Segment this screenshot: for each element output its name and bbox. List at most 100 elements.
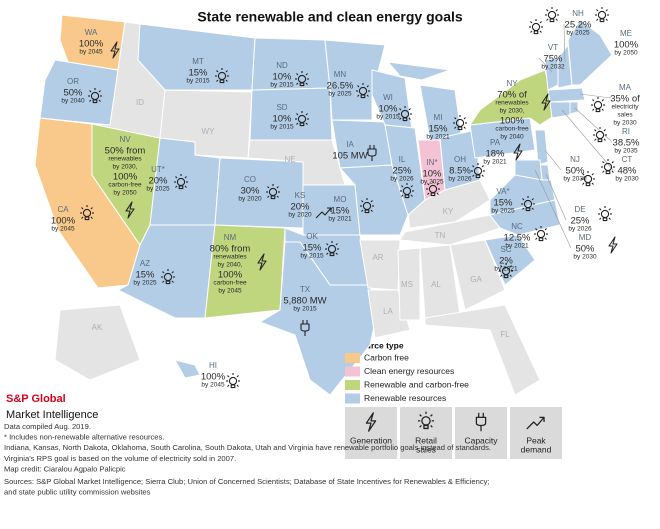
bulb-ray xyxy=(370,200,373,203)
state-abbr: CA xyxy=(57,205,69,214)
note: * Includes non-renewable alternative res… xyxy=(4,433,164,442)
icon xyxy=(125,201,135,219)
bulb-ray xyxy=(602,161,605,164)
goal-text: 38.5% xyxy=(613,138,640,149)
bulb-ray xyxy=(544,228,547,231)
icon-legend-label: sales xyxy=(416,444,436,454)
bulb-base xyxy=(402,117,408,122)
logo-name: S&P Global xyxy=(6,393,66,405)
state-shape xyxy=(567,19,613,86)
goal-text: by 2015 xyxy=(270,124,294,131)
bulb-base xyxy=(533,30,539,35)
state-shape xyxy=(484,234,536,286)
legend-swatch xyxy=(345,353,360,363)
legend-swatch xyxy=(345,380,360,390)
goal-text: 100% xyxy=(218,270,243,281)
goal-text: 100% xyxy=(500,116,525,127)
bulb-ray xyxy=(326,252,329,255)
icon-legend-label: Retail xyxy=(415,435,437,445)
bulb-ray xyxy=(236,375,239,378)
state-abbr: IA xyxy=(346,140,354,149)
bulb-ray xyxy=(611,161,614,164)
leader-line xyxy=(574,107,613,143)
state-abbr: IL xyxy=(399,155,406,164)
state-abbr: NM xyxy=(224,233,237,242)
bulb-ray xyxy=(90,207,93,210)
bulb-ray xyxy=(535,237,538,240)
state-abbr: TN xyxy=(435,231,446,240)
bulb-ray xyxy=(399,108,402,111)
goal-text: by 2050 xyxy=(614,50,638,57)
state-abbr: MN xyxy=(334,70,347,79)
bulb-ray xyxy=(500,274,503,277)
legend-label: Clean energy resources xyxy=(364,366,454,376)
goal-text: 10% xyxy=(378,104,398,115)
leader-line xyxy=(563,23,566,63)
plug xyxy=(300,323,310,332)
icon xyxy=(257,253,267,271)
icon xyxy=(608,236,618,254)
bulb-ray xyxy=(408,108,411,111)
bulb-ray xyxy=(454,117,457,120)
goal-text: 15% xyxy=(188,68,208,79)
state-shape xyxy=(397,247,421,321)
bulb-base xyxy=(92,99,98,104)
bulb-ray xyxy=(296,82,299,85)
state-abbr: AK xyxy=(92,323,103,332)
bulb-ray xyxy=(582,182,585,185)
state-shape xyxy=(489,174,556,216)
bulb-ray xyxy=(419,414,422,417)
icon xyxy=(266,184,280,200)
bulb-base xyxy=(178,185,184,190)
icon xyxy=(545,7,559,23)
bulb-ray xyxy=(530,30,533,33)
bulb-ray xyxy=(175,185,178,188)
bulb-ray xyxy=(276,195,279,198)
goal-text: 25% xyxy=(570,216,590,227)
state-shape xyxy=(569,101,579,115)
goal-text: carbon-free xyxy=(213,280,247,287)
arrowhead xyxy=(539,416,545,422)
plug xyxy=(367,148,377,157)
icon xyxy=(398,106,412,122)
icon xyxy=(521,196,535,212)
state-abbr: MT xyxy=(192,57,204,66)
bulb-ray xyxy=(603,138,606,141)
bulb-ray xyxy=(430,414,433,417)
bulb-ray xyxy=(401,194,404,197)
bulb-ray xyxy=(454,126,457,129)
state-abbr: TX xyxy=(300,285,311,294)
bulb-ray xyxy=(530,21,533,24)
arrowhead xyxy=(327,207,332,212)
bulb-base xyxy=(219,79,225,84)
goal-text: by 2030 xyxy=(613,120,637,127)
bulb-ray xyxy=(430,425,433,428)
bulb-ray xyxy=(601,99,604,102)
bulb-ray xyxy=(267,186,270,189)
goal-text: by 2045 xyxy=(218,288,242,295)
icon xyxy=(295,71,309,87)
bulb-ray xyxy=(305,73,308,76)
note: Sources: S&P Global Market Intelligence;… xyxy=(4,477,490,486)
icon xyxy=(526,416,545,430)
bulb-base xyxy=(599,18,605,23)
icon xyxy=(315,207,332,219)
bulb-ray xyxy=(555,9,558,12)
bulb-ray xyxy=(555,18,558,21)
state-abbr: ME xyxy=(620,29,632,38)
state-abbr: WY xyxy=(202,127,216,136)
goal-text: 15% xyxy=(135,270,155,281)
icon-legend-label: Peak xyxy=(526,435,546,445)
goal-text: 12.5% xyxy=(504,233,531,244)
bulb-base xyxy=(503,274,509,279)
state-shape xyxy=(39,59,119,126)
icon xyxy=(591,97,605,113)
bulb-ray xyxy=(410,185,413,188)
goal-text: 35% of xyxy=(610,94,640,105)
bulb-ray xyxy=(436,192,439,195)
bulb-ray xyxy=(89,90,92,93)
state-abbr: HI xyxy=(209,361,217,370)
bulb-ray xyxy=(463,126,466,129)
bulb-base xyxy=(430,192,436,197)
